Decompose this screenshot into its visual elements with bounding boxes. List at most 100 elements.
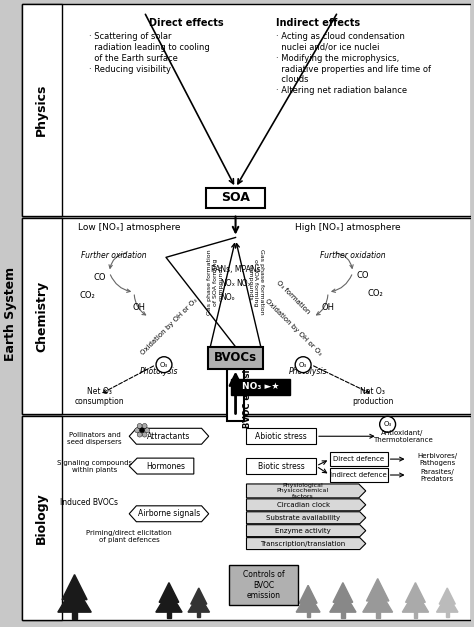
Text: CO₂: CO₂ xyxy=(80,290,95,300)
Polygon shape xyxy=(159,582,179,603)
Bar xyxy=(22,218,471,414)
Circle shape xyxy=(137,432,142,437)
Text: Induced BVOCs: Induced BVOCs xyxy=(61,498,118,507)
Polygon shape xyxy=(156,590,182,612)
Bar xyxy=(376,612,380,618)
Text: consumption: consumption xyxy=(74,397,124,406)
Bar xyxy=(246,458,316,474)
Circle shape xyxy=(140,428,145,433)
Circle shape xyxy=(142,432,147,437)
Bar xyxy=(228,369,243,416)
Bar xyxy=(330,452,388,466)
Text: Gas phase formation
of SOA forming
compounds: Gas phase formation of SOA forming compo… xyxy=(207,250,224,315)
Polygon shape xyxy=(246,537,366,549)
Text: Direct defence: Direct defence xyxy=(333,456,384,462)
Circle shape xyxy=(380,416,396,432)
Text: PANs, MPANs: PANs, MPANs xyxy=(211,265,260,274)
Text: CO: CO xyxy=(356,271,369,280)
Text: Priming/direct elicitation
of plant defences: Priming/direct elicitation of plant defe… xyxy=(86,530,172,543)
Bar xyxy=(414,612,417,618)
Text: OH: OH xyxy=(321,303,335,312)
Text: radiative properties and life time of: radiative properties and life time of xyxy=(276,65,431,73)
Text: NOₓ: NOₓ xyxy=(236,278,251,288)
Text: Oxidation by OH or O₃: Oxidation by OH or O₃ xyxy=(264,298,322,356)
Polygon shape xyxy=(402,590,428,612)
Bar xyxy=(341,612,345,618)
Polygon shape xyxy=(246,512,366,524)
Bar xyxy=(208,347,264,369)
Polygon shape xyxy=(363,587,392,612)
Text: radiation leading to cooling: radiation leading to cooling xyxy=(90,43,210,51)
Polygon shape xyxy=(437,594,458,612)
Text: Signaling compounds
within plants: Signaling compounds within plants xyxy=(57,460,132,473)
Circle shape xyxy=(295,357,311,372)
Text: O₃: O₃ xyxy=(160,362,168,367)
Text: BVOC emission: BVOC emission xyxy=(243,357,252,428)
Text: Indirect effects: Indirect effects xyxy=(276,18,360,28)
Text: Airborne signals: Airborne signals xyxy=(138,509,200,519)
Bar xyxy=(230,379,290,394)
Text: Net O₃: Net O₃ xyxy=(87,387,112,396)
Polygon shape xyxy=(58,584,91,612)
Circle shape xyxy=(142,423,147,428)
Text: Further oxidation: Further oxidation xyxy=(320,251,386,260)
Polygon shape xyxy=(188,594,210,612)
Text: · Modifying the microphysics,: · Modifying the microphysics, xyxy=(276,53,400,63)
Polygon shape xyxy=(299,586,317,603)
Text: Pollinators and
seed dispersers: Pollinators and seed dispersers xyxy=(67,432,122,445)
Text: Indirect defence: Indirect defence xyxy=(330,472,387,478)
Bar xyxy=(206,187,265,208)
Text: Chemistry: Chemistry xyxy=(35,280,48,352)
Polygon shape xyxy=(333,582,353,603)
Text: Biotic stress: Biotic stress xyxy=(258,461,305,470)
Text: Antioxidant/
Thermotolerance: Antioxidant/ Thermotolerance xyxy=(373,429,432,443)
Bar xyxy=(22,4,62,216)
Text: Further oxidation: Further oxidation xyxy=(82,251,147,260)
Polygon shape xyxy=(62,574,87,599)
Bar xyxy=(73,612,77,619)
Text: Gas phase formation
of SOA forming
compounds: Gas phase formation of SOA forming compo… xyxy=(247,250,264,315)
Text: Substrate availability: Substrate availability xyxy=(266,515,340,521)
Bar xyxy=(246,428,316,444)
Polygon shape xyxy=(406,582,425,603)
Polygon shape xyxy=(246,499,366,511)
Text: Attractants: Attractants xyxy=(147,432,191,441)
Text: CO₂: CO₂ xyxy=(368,288,383,298)
Text: Controls of
BVOC
emission: Controls of BVOC emission xyxy=(243,571,284,600)
Text: nuclei and/or ice nuclei: nuclei and/or ice nuclei xyxy=(276,43,380,51)
Text: NOₓ: NOₓ xyxy=(220,278,235,288)
Text: Herbivores/
Pathogens: Herbivores/ Pathogens xyxy=(417,453,457,466)
Text: of the Earth surface: of the Earth surface xyxy=(90,53,178,63)
Text: · Acting as cloud condensation: · Acting as cloud condensation xyxy=(276,32,405,41)
Circle shape xyxy=(137,423,142,428)
Bar xyxy=(446,612,449,616)
Text: Enzyme activity: Enzyme activity xyxy=(275,528,331,534)
Text: OH: OH xyxy=(133,303,146,312)
Text: Oxidation by OH or O₃: Oxidation by OH or O₃ xyxy=(140,298,198,356)
Text: Circadian clock: Circadian clock xyxy=(276,502,330,508)
Text: Photolysis: Photolysis xyxy=(289,367,328,376)
Text: SOA: SOA xyxy=(221,191,250,204)
Bar xyxy=(307,612,310,617)
Text: Parasites/
Predators: Parasites/ Predators xyxy=(420,468,454,482)
Bar xyxy=(330,468,388,482)
Text: Physics: Physics xyxy=(35,83,48,136)
Polygon shape xyxy=(129,458,194,474)
Bar xyxy=(0,2,22,625)
Bar xyxy=(22,4,471,216)
Text: Hormones: Hormones xyxy=(146,461,185,470)
Polygon shape xyxy=(366,579,389,601)
Text: Direct effects: Direct effects xyxy=(149,18,224,28)
Text: NOₒ: NOₒ xyxy=(220,293,235,302)
Polygon shape xyxy=(439,588,456,604)
Text: Transcription/translation: Transcription/translation xyxy=(261,540,346,547)
Text: NO₃ ►★: NO₃ ►★ xyxy=(242,382,279,391)
Bar xyxy=(227,369,245,421)
Text: Low [NOₓ] atmosphere: Low [NOₓ] atmosphere xyxy=(78,223,181,232)
Polygon shape xyxy=(246,484,366,498)
Bar xyxy=(22,416,62,620)
Circle shape xyxy=(135,428,140,433)
Text: Photolysis: Photolysis xyxy=(140,367,178,376)
Text: production: production xyxy=(352,397,393,406)
Bar xyxy=(197,612,200,616)
